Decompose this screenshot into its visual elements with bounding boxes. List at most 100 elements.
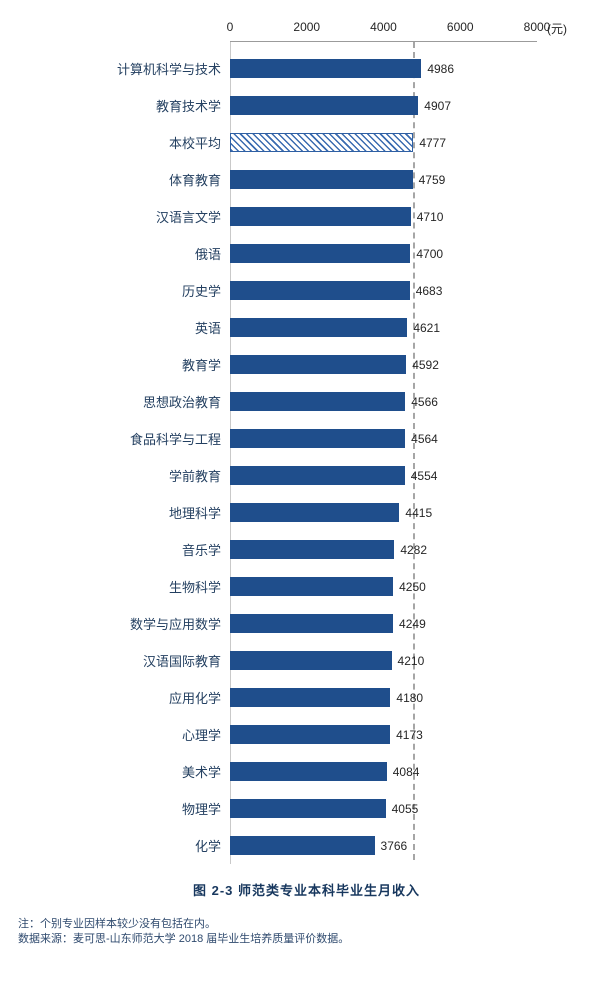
bar bbox=[230, 799, 386, 818]
bar bbox=[230, 244, 411, 263]
footnote-source: 数据来源：麦可思-山东师范大学 2018 届毕业生培养质量评价数据。 bbox=[18, 933, 350, 945]
bar-area: 3766 bbox=[230, 827, 537, 864]
bar-value-label: 4986 bbox=[427, 61, 455, 76]
bar bbox=[230, 762, 387, 781]
bar-area: 4055 bbox=[230, 790, 537, 827]
bar-area: 4180 bbox=[230, 679, 537, 716]
chart-row: 食品科学与工程 4564 bbox=[0, 420, 613, 457]
bar bbox=[230, 355, 407, 374]
x-axis-tick: 6000 bbox=[446, 20, 474, 34]
category-label: 思想政治教育 bbox=[142, 395, 221, 410]
bar-value-label: 4554 bbox=[410, 468, 438, 483]
bar-value-label: 4566 bbox=[411, 394, 438, 409]
bar-value-label: 4415 bbox=[405, 505, 433, 520]
bar-value-label: 3766 bbox=[380, 838, 408, 853]
bar bbox=[230, 318, 408, 337]
chart-page: (元) 0 2000 4000 6000 8000 计算机科学与技术 4986 教育技术学 4… bbox=[0, 18, 613, 990]
bar-area: 4907 bbox=[230, 87, 537, 124]
chart-caption: 图 2-3 师范类专业本科毕业生月收入 bbox=[192, 883, 420, 898]
category-label: 生物科学 bbox=[168, 580, 221, 595]
x-axis-tick: 0 bbox=[226, 20, 234, 34]
bar-area: 4621 bbox=[230, 309, 537, 346]
bar bbox=[230, 651, 392, 670]
bar bbox=[230, 392, 406, 411]
chart-row: 音乐学 4282 bbox=[0, 531, 613, 568]
bar-value-label: 4055 bbox=[391, 801, 419, 816]
x-axis-tick: 4000 bbox=[370, 20, 397, 34]
chart-plot-area: 计算机科学与技术 4986 教育技术学 4907 本校平均 4777 体育教育 4759 汉语言… bbox=[0, 42, 613, 864]
category-label: 汉语国际教育 bbox=[142, 654, 221, 669]
category-label: 美术学 bbox=[181, 765, 221, 780]
bar-area: 4683 bbox=[230, 272, 537, 309]
chart-row: 学前教育 4554 bbox=[0, 457, 613, 494]
chart-row: 历史学 4683 bbox=[0, 272, 613, 309]
average-reference-line bbox=[413, 42, 416, 860]
bar-value-label: 4249 bbox=[399, 616, 426, 631]
bar-area: 4554 bbox=[230, 457, 537, 494]
bar-value-label: 4592 bbox=[412, 357, 439, 372]
bar bbox=[230, 170, 413, 189]
chart-row: 心理学 4173 bbox=[0, 716, 613, 753]
category-label: 音乐学 bbox=[181, 543, 221, 558]
chart-row: 应用化学 4180 bbox=[0, 679, 613, 716]
bar bbox=[230, 429, 406, 448]
category-label: 教育技术学 bbox=[155, 99, 221, 114]
footnote-sample: 注：个别专业因样本较少没有包括在内。 bbox=[18, 918, 216, 930]
category-label: 本校平均 bbox=[168, 136, 221, 151]
chart-row: 本校平均 4777 bbox=[0, 124, 613, 161]
x-axis-tick: 2000 bbox=[293, 20, 321, 34]
bar-value-label: 4564 bbox=[411, 431, 438, 446]
chart-row: 物理学 4055 bbox=[0, 790, 613, 827]
chart-row: 计算机科学与技术 4986 bbox=[0, 50, 613, 87]
category-label: 心理学 bbox=[181, 728, 221, 743]
bar bbox=[230, 688, 391, 707]
chart-row: 生物科学 4250 bbox=[0, 568, 613, 605]
category-label: 历史学 bbox=[181, 284, 221, 299]
chart-row: 化学 3766 bbox=[0, 827, 613, 864]
bar-area: 4777 bbox=[230, 124, 537, 161]
bar bbox=[230, 577, 394, 596]
bar bbox=[230, 725, 391, 744]
bar bbox=[230, 59, 422, 78]
chart-row: 体育教育 4759 bbox=[0, 161, 613, 198]
x-axis-line bbox=[230, 41, 537, 42]
chart-row: 汉语国际教育 4210 bbox=[0, 642, 613, 679]
category-label: 教育学 bbox=[181, 358, 221, 373]
category-label: 数学与应用数学 bbox=[129, 617, 221, 632]
y-axis-line bbox=[230, 42, 231, 864]
chart-row: 英语 4621 bbox=[0, 309, 613, 346]
chart-row: 数学与应用数学 4249 bbox=[0, 605, 613, 642]
bar-value-label: 4173 bbox=[396, 727, 423, 742]
bar-area: 4210 bbox=[230, 642, 537, 679]
category-label: 食品科学与工程 bbox=[129, 432, 221, 447]
chart-row: 思想政治教育 4566 bbox=[0, 383, 613, 420]
bar-value-label: 4907 bbox=[424, 98, 451, 113]
bar-area: 4986 bbox=[230, 50, 537, 87]
bar bbox=[230, 281, 410, 300]
category-label: 英语 bbox=[194, 321, 221, 336]
bar-area: 4084 bbox=[230, 753, 537, 790]
category-label: 汉语言文学 bbox=[155, 210, 221, 225]
school-average-bar bbox=[230, 133, 414, 152]
bar-value-label: 4777 bbox=[419, 135, 447, 150]
bar bbox=[230, 540, 395, 559]
bar-value-label: 4759 bbox=[418, 172, 446, 187]
chart-row: 地理科学 4415 bbox=[0, 494, 613, 531]
bar-area: 4415 bbox=[230, 494, 537, 531]
bar bbox=[230, 96, 419, 115]
category-label: 地理科学 bbox=[168, 506, 221, 521]
bar-area: 4250 bbox=[230, 568, 537, 605]
x-axis-unit-label: (元) bbox=[547, 22, 567, 36]
chart-row: 教育学 4592 bbox=[0, 346, 613, 383]
bar-value-label: 4084 bbox=[392, 764, 420, 779]
bar-value-label: 4683 bbox=[415, 283, 443, 298]
x-axis-tick: 8000 bbox=[523, 20, 551, 34]
bar-area: 4566 bbox=[230, 383, 537, 420]
bar-area: 4759 bbox=[230, 161, 537, 198]
bar-value-label: 4282 bbox=[400, 542, 428, 557]
bar bbox=[230, 466, 405, 485]
category-label: 化学 bbox=[194, 839, 221, 854]
bar-value-label: 4700 bbox=[416, 246, 444, 261]
bar bbox=[230, 614, 394, 633]
bar-value-label: 4621 bbox=[413, 320, 441, 335]
